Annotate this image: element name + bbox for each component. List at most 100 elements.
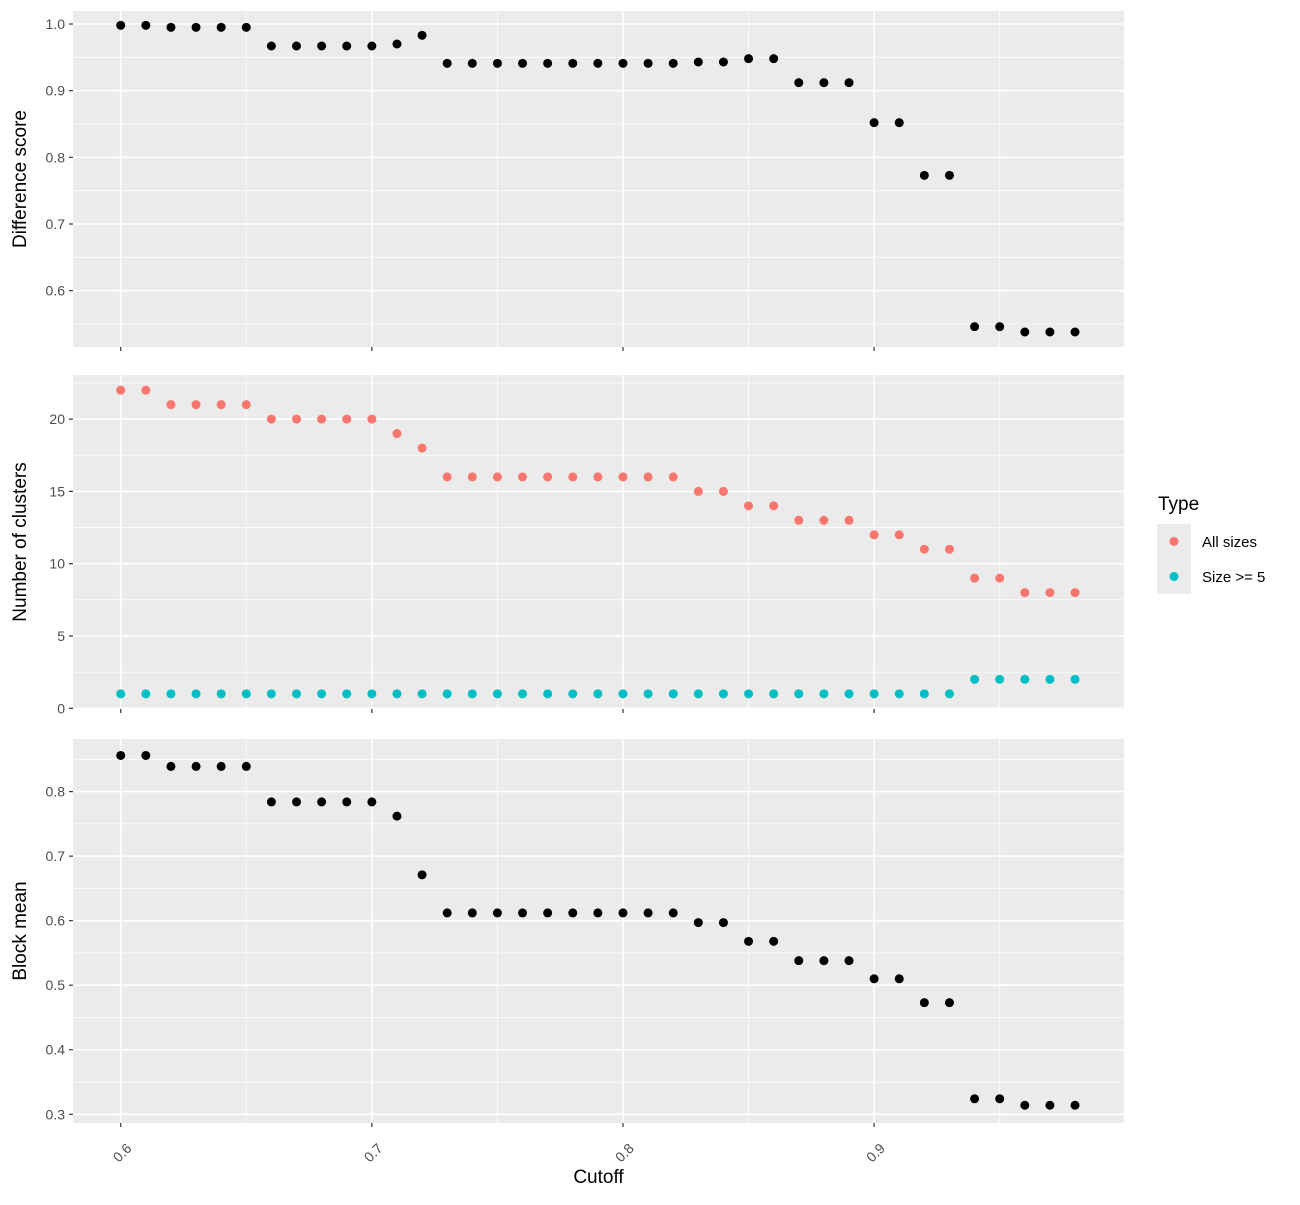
- data-point-series-all-sizes: [693, 486, 703, 496]
- panel-middle: 0 5 10 15 20 Number of clusters: [10, 375, 1124, 716]
- data-point-series: [191, 22, 201, 32]
- data-point-series-all-sizes: [769, 501, 779, 511]
- data-point-series-size-5: [241, 689, 251, 699]
- data-point-series-all-sizes: [141, 385, 151, 395]
- data-point-series-all-sizes: [543, 472, 553, 482]
- y-tick-label: 20: [49, 411, 65, 427]
- data-point-series: [518, 908, 528, 918]
- data-point-series: [141, 750, 151, 760]
- data-point-series: [543, 58, 553, 68]
- data-point-series-all-sizes: [342, 414, 352, 424]
- data-point-series-all-sizes: [668, 472, 678, 482]
- data-point-series-size-5: [769, 689, 779, 699]
- data-point-series: [693, 57, 703, 67]
- data-point-series: [668, 58, 678, 68]
- legend-label: Size >= 5: [1202, 569, 1265, 586]
- data-point-series: [869, 118, 879, 128]
- data-point-series: [744, 936, 754, 946]
- data-point-series: [970, 322, 980, 332]
- data-point-series: [643, 58, 653, 68]
- data-point-series-all-sizes: [442, 472, 452, 482]
- data-point-series-all-sizes: [392, 429, 402, 439]
- data-point-series-all-sizes: [568, 472, 578, 482]
- x-tick-label: 0.9: [863, 1140, 888, 1165]
- data-point-series: [944, 170, 954, 180]
- data-points: [116, 385, 1080, 699]
- data-point-series: [894, 118, 904, 128]
- data-point-series: [1045, 1100, 1055, 1110]
- data-point-series-size-5: [794, 689, 804, 699]
- data-point-series-size-5: [191, 689, 201, 699]
- data-point-series: [191, 761, 201, 771]
- data-point-series-all-sizes: [819, 515, 829, 525]
- data-point-series: [894, 974, 904, 984]
- data-point-series: [794, 956, 804, 966]
- data-point-series-size-5: [844, 689, 854, 699]
- data-point-series-all-sizes: [367, 414, 377, 424]
- data-point-series-size-5: [543, 689, 553, 699]
- data-point-series: [1020, 327, 1030, 337]
- data-point-series-size-5: [668, 689, 678, 699]
- data-point-series-size-5: [894, 689, 904, 699]
- data-point-series: [718, 918, 728, 928]
- data-point-series: [442, 58, 452, 68]
- y-tick-label: 15: [49, 483, 65, 499]
- data-point-series-size-5: [367, 689, 377, 699]
- legend-title: Type: [1158, 494, 1199, 515]
- y-tick-label: 0.6: [46, 913, 66, 929]
- data-point-series-size-5: [618, 689, 628, 699]
- data-point-series-size-5: [442, 689, 452, 699]
- data-point-series: [467, 908, 477, 918]
- data-point-series: [266, 41, 276, 51]
- data-point-series: [241, 22, 251, 32]
- data-point-series-all-sizes: [166, 400, 176, 410]
- data-point-series-all-sizes: [995, 573, 1005, 583]
- data-point-series: [568, 908, 578, 918]
- data-point-series-all-sizes: [116, 385, 126, 395]
- data-point-series-all-sizes: [744, 501, 754, 511]
- data-point-series: [819, 956, 829, 966]
- data-point-series-size-5: [467, 689, 477, 699]
- data-point-series-size-5: [970, 674, 980, 684]
- data-point-series: [819, 78, 829, 88]
- data-point-series: [1070, 327, 1080, 337]
- data-point-series-all-sizes: [241, 400, 251, 410]
- data-point-series: [442, 908, 452, 918]
- data-point-series: [518, 58, 528, 68]
- data-point-series: [844, 78, 854, 88]
- data-point-series: [367, 797, 377, 807]
- data-point-series: [417, 30, 427, 40]
- data-point-series: [241, 761, 251, 771]
- data-point-series-all-sizes: [1045, 588, 1055, 598]
- data-point-series-size-5: [1070, 674, 1080, 684]
- data-point-series: [367, 41, 377, 51]
- data-point-series-size-5: [518, 689, 528, 699]
- y-tick-label: 0.7: [46, 216, 66, 232]
- data-point-series-all-sizes: [1070, 588, 1080, 598]
- gridlines: [73, 739, 1124, 1123]
- y-tick-label: 0.5: [46, 977, 66, 993]
- y-tick-label: 0.4: [46, 1042, 66, 1058]
- x-tick-label: 0.8: [612, 1140, 637, 1165]
- data-point-series: [668, 908, 678, 918]
- data-point-series-all-sizes: [317, 414, 327, 424]
- data-point-series-size-5: [693, 689, 703, 699]
- data-point-series-size-5: [392, 689, 402, 699]
- data-point-series: [467, 58, 477, 68]
- data-point-series: [166, 761, 176, 771]
- data-point-series-all-sizes: [593, 472, 603, 482]
- data-point-series-all-sizes: [518, 472, 528, 482]
- data-point-series-all-sizes: [869, 530, 879, 540]
- data-point-series: [618, 58, 628, 68]
- data-point-series: [292, 797, 302, 807]
- data-point-series-all-sizes: [266, 414, 276, 424]
- data-point-series-size-5: [417, 689, 427, 699]
- data-point-series: [794, 78, 804, 88]
- data-point-series-all-sizes: [844, 515, 854, 525]
- data-point-series-size-5: [166, 689, 176, 699]
- data-point-series-all-sizes: [643, 472, 653, 482]
- data-points: [116, 750, 1080, 1110]
- data-point-series-size-5: [116, 689, 126, 699]
